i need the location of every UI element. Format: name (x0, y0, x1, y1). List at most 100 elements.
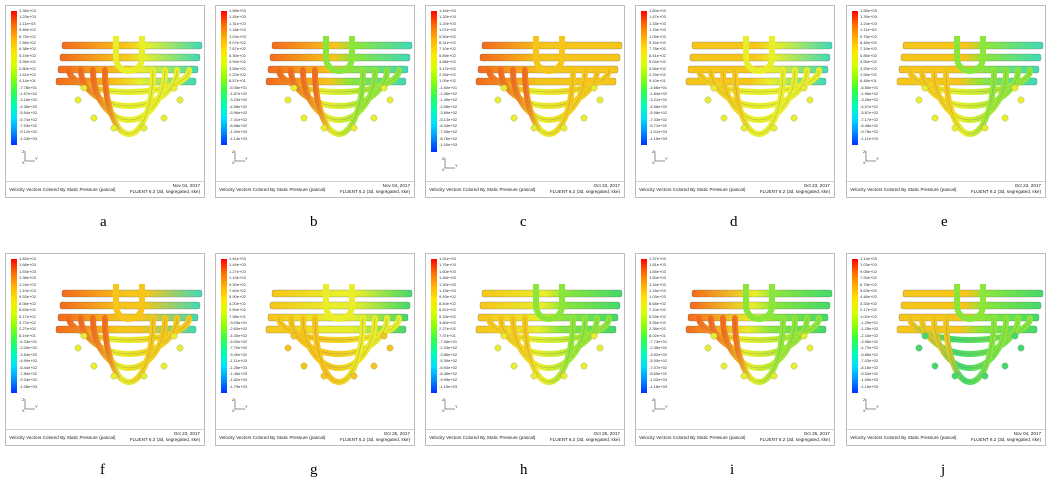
pipe-joint (1011, 84, 1019, 92)
pipe-joint (1001, 114, 1009, 122)
colorbar-ticks: 1.61e+03 1.44e+03 1.27e+03 1.10e+03 9.30e+02… (229, 256, 248, 391)
pipe-joint (560, 372, 568, 380)
colorbar-tick-label: 1.39e+03 (860, 14, 877, 20)
colorbar-tick-label: -1.01e+03 (649, 129, 668, 135)
colorbar-tick-label: 3.95e+02 (649, 319, 666, 325)
header-pipe (691, 41, 833, 50)
panel-footer: Velocity Vectors Colored By Static Press… (6, 429, 204, 445)
pipe-flow-visualization (896, 284, 1044, 385)
colorbar-tick-label: -1.60e+01 (439, 84, 458, 90)
center-u-bend (743, 284, 775, 322)
panel-letter: h (520, 462, 528, 478)
colorbar-tick-label: 3.72e+02 (19, 319, 36, 325)
pipe-joint (806, 96, 814, 104)
colorbar-tick-label: 2.27e+02 (439, 326, 456, 332)
colorbar-tick-label: 1.45e+03 (229, 14, 246, 20)
colorbar-tick-label: 5.63e+02 (860, 287, 877, 293)
colorbar-tick-label: 6.30e+02 (229, 52, 246, 58)
colorbar-tick-label: 4.20e+02 (229, 300, 246, 306)
colorbar-tick-label: 1.36e+03 (19, 8, 36, 13)
colorbar-tick-label: -1.15e+03 (649, 135, 668, 141)
pipe-joint (386, 344, 394, 352)
colorbar-tick-label: -4.36e+02 (19, 103, 38, 109)
colorbar-tick-label: 8.40e+02 (439, 300, 456, 306)
footer-date: Oct 23, 2017 (1014, 183, 1041, 188)
colorbar-tick-label: -9.40e+02 (229, 351, 248, 357)
colorbar-tick-label: 1.04e+03 (229, 33, 246, 39)
colorbar-tick-label: -6.33e+01 (19, 339, 38, 345)
footer-caption: Velocity Vectors Colored By Static Press… (429, 187, 536, 192)
colorbar-tick-label: -1.05e+03 (860, 377, 879, 383)
colorbar (221, 11, 227, 146)
colorbar-tick-label: 1.81e+03 (649, 262, 666, 268)
colorbar-tick-label: -8.48e+02 (860, 123, 879, 129)
svg-text:Z: Z (22, 149, 25, 154)
colorbar-tick-label: 3.58e+02 (229, 65, 246, 71)
svg-text:X: X (22, 160, 25, 164)
pipe-joint (290, 84, 298, 92)
svg-text:X: X (442, 167, 445, 171)
footer-solver: FLUENT 6.2 (3d, segregated, ske) (759, 437, 830, 442)
pipe-joint (80, 332, 88, 340)
pipe-joint (530, 124, 538, 132)
colorbar-tick-label: 5.85e+02 (860, 52, 877, 58)
panel-footer: Velocity Vectors Colored By Static Press… (847, 429, 1045, 445)
colorbar-tick-label: 6.48e+01 (860, 78, 877, 84)
panel-letter: d (730, 214, 738, 230)
footer-solver: FLUENT 6.2 (3d, segregated, ske) (339, 189, 410, 194)
panel-letter: f (100, 462, 105, 478)
colorbar-tick-label: 7.10e+02 (439, 46, 456, 52)
colorbar-tick-label: -1.49e+02 (439, 97, 458, 103)
colorbar (221, 259, 227, 394)
footer-caption: Velocity Vectors Colored By Static Press… (639, 187, 746, 192)
colorbar-tick-label: 1.19e+03 (649, 27, 666, 33)
colorbar (431, 11, 437, 152)
pipe-joint (380, 332, 388, 340)
footer-solver: FLUENT 6.2 (3d, segregated, ske) (129, 189, 200, 194)
colorbar-tick-label: -3.21e+02 (649, 97, 668, 103)
colorbar-tick-label: 1.55e+03 (860, 8, 877, 13)
panel-footer: Velocity Vectors Colored By Static Press… (216, 429, 414, 445)
header-pipe (689, 53, 831, 62)
center-u-bend (743, 36, 775, 74)
svg-text:Z: Z (863, 397, 866, 402)
colorbar-tick-label: 4.14e+01 (19, 78, 36, 84)
pipe-joint (160, 114, 168, 122)
colorbar-tick-label: 8.02e+01 (649, 332, 666, 338)
colorbar-tick-label: 5.19e+02 (19, 52, 36, 58)
pipe-joint (806, 344, 814, 352)
colorbar-tick-label: 1.68e+03 (19, 262, 36, 268)
colorbar-tick-label: 8.31e+02 (439, 39, 456, 45)
colorbar-tick-label: -1.11e+03 (229, 358, 247, 364)
colorbar-tick-label: 6.87e+02 (439, 307, 456, 313)
pipe-joint (140, 372, 148, 380)
pipe-joint (90, 114, 98, 122)
u-pipe-edge (302, 69, 376, 121)
header-pipe (902, 289, 1044, 298)
colorbar-tick-label: 1.91e+03 (439, 256, 456, 261)
colorbar-tick-label: 1.95e+02 (860, 71, 877, 77)
colorbar-tick-label: -9.03e+01 (229, 319, 248, 325)
colorbar-tick-label: -3.54e+02 (19, 351, 38, 357)
header-pipe (691, 289, 833, 298)
footer-caption: Velocity Vectors Colored By Static Press… (219, 435, 326, 440)
colorbar-tick-label: -1.28e+02 (860, 326, 879, 332)
panel-letter: j (941, 462, 946, 478)
colorbar-tick-label: 9.76e+02 (860, 33, 877, 39)
colorbar-tick-label: 5.53e+02 (649, 313, 666, 319)
colorbar-tick-label: 6.63e+02 (19, 307, 36, 313)
u-pipe-edge (512, 317, 586, 369)
colorbar-tick-label: 1.61e+03 (229, 256, 246, 261)
colorbar-tick-label: 1.60e+03 (649, 8, 666, 13)
pipe-joint (951, 124, 959, 132)
pipe-joint (510, 114, 518, 122)
pipe-joint (530, 372, 538, 380)
colorbar-tick-label: 4.48e+02 (860, 294, 877, 300)
colorbar-tick-label: -4.73e+02 (860, 345, 879, 351)
axis-triad-icon: Z Y X (22, 149, 38, 164)
colorbar-tick-label: 1.15e+03 (439, 287, 456, 293)
u-pipe-edge (314, 69, 364, 135)
panel-letter: a (100, 214, 107, 230)
colorbar-tick-label: 6.41e+02 (649, 52, 666, 58)
u-pipe-edge (524, 69, 574, 135)
